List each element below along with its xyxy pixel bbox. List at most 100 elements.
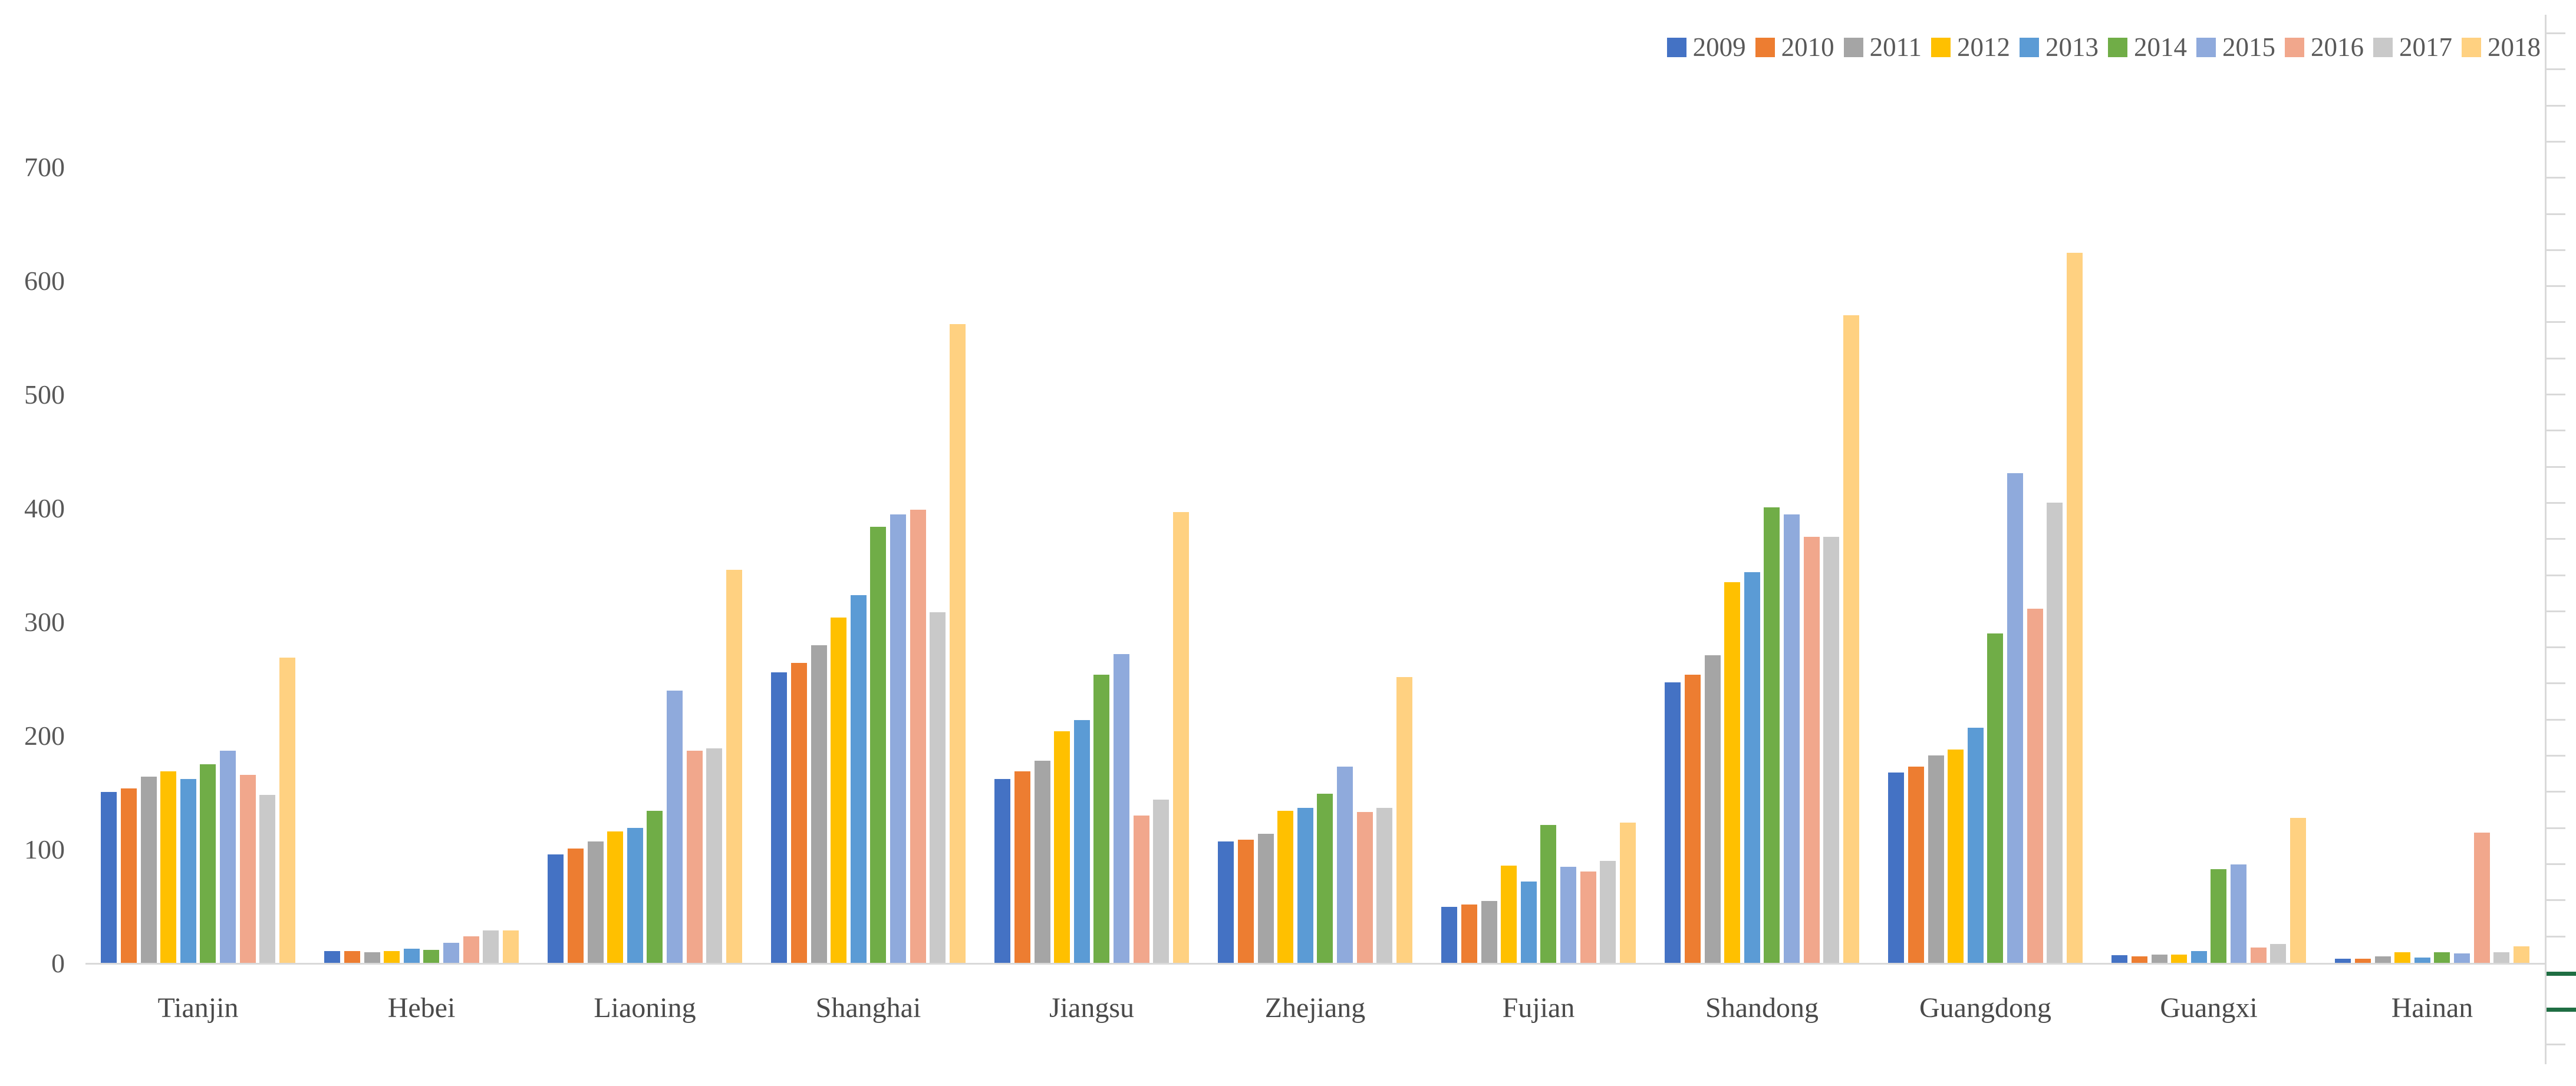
bar-2009-Hebei — [324, 950, 341, 963]
bar-2012-Tianjin — [160, 771, 177, 963]
bar-2018-Zhejiang — [1396, 676, 1412, 963]
legend-swatch-icon — [2462, 38, 2481, 57]
bar-2015-Guangxi — [2230, 864, 2246, 963]
bar-2012-Liaoning — [607, 831, 624, 963]
legend-label: 2017 — [2399, 32, 2452, 62]
bar-2017-Shanghai — [930, 612, 946, 963]
category-label-guangxi: Guangxi — [2160, 992, 2258, 1024]
category-label-shandong: Shandong — [1705, 992, 1819, 1024]
legend-item-2009: 2009 — [1666, 34, 1746, 61]
right-axis-tick — [2547, 827, 2565, 829]
legend-swatch-icon — [1666, 38, 1686, 57]
y-axis-tick-label: 300 — [24, 607, 65, 637]
bar-2010-Tianjin — [120, 788, 137, 963]
bar-2009-Liaoning — [548, 854, 564, 963]
y-axis-tick-label: 200 — [24, 721, 65, 751]
bar-2012-Guangxi — [2171, 954, 2188, 963]
bar-2014-Hebei — [423, 949, 440, 963]
bar-2016-Fujian — [1580, 871, 1596, 963]
category-label-fujian: Fujian — [1502, 992, 1575, 1024]
bar-2009-Jiangsu — [994, 779, 1011, 963]
right-axis-tick — [2547, 718, 2565, 721]
bar-2012-Guangdong — [1948, 750, 1964, 963]
bar-2009-Shandong — [1665, 682, 1681, 963]
bar-2012-Jiangsu — [1054, 731, 1070, 963]
bar-2018-Liaoning — [726, 570, 742, 963]
category-label-hebei: Hebei — [387, 992, 456, 1024]
bar-2014-Shanghai — [870, 526, 887, 963]
bar-2010-Jiangsu — [1014, 771, 1030, 963]
right-axis-tick — [2547, 863, 2565, 865]
right-axis-tick — [2547, 1044, 2565, 1046]
bar-2009-Zhejiang — [1218, 841, 1234, 963]
legend-swatch-icon — [1931, 38, 1951, 57]
bar-2017-Guangdong — [2047, 503, 2063, 963]
bar-2010-Shanghai — [790, 663, 807, 963]
bar-2010-Liaoning — [567, 849, 584, 963]
bar-2015-Zhejiang — [1336, 767, 1353, 963]
y-axis-tick-label: 700 — [24, 152, 65, 182]
bar-2012-Shandong — [1724, 582, 1741, 963]
right-axis-green-tick — [2547, 1008, 2576, 1012]
bar-2017-Hainan — [2493, 952, 2510, 963]
legend-swatch-icon — [2108, 38, 2127, 57]
right-axis-tick — [2547, 140, 2565, 143]
bar-2016-Jiangsu — [1133, 816, 1149, 963]
bar-2017-Tianjin — [259, 795, 276, 963]
bar-2018-Jiangsu — [1172, 511, 1189, 963]
bar-2010-Guangdong — [1908, 767, 1924, 963]
category-label-guangdong: Guangdong — [1919, 992, 2051, 1024]
bar-2018-Guangdong — [2066, 252, 2083, 963]
bar-2015-Shanghai — [890, 514, 906, 963]
right-axis-tick — [2547, 357, 2565, 359]
legend-swatch-icon — [2285, 38, 2304, 57]
y-axis-tick-label: 100 — [24, 834, 65, 864]
bar-2013-Liaoning — [627, 828, 643, 963]
bar-2018-Fujian — [1619, 822, 1636, 963]
right-axis-tick — [2547, 899, 2565, 902]
right-axis-tick — [2547, 755, 2565, 757]
bar-2018-Hebei — [502, 930, 519, 963]
legend-label: 2018 — [2488, 32, 2541, 62]
bar-2011-Guangdong — [1928, 755, 1944, 963]
right-axis-green-tick — [2547, 971, 2576, 976]
legend: 2009 2010 2011 2012 2013 2014 2015 2016 2017 2018 — [1666, 32, 2541, 62]
bar-2017-Shandong — [1823, 537, 1840, 963]
right-axis-tick — [2547, 177, 2565, 179]
bar-2009-Guangxi — [2111, 955, 2128, 963]
bar-2011-Tianjin — [140, 777, 157, 963]
legend-label: 2012 — [1957, 32, 2010, 62]
y-axis-tick-label: 500 — [24, 379, 65, 410]
bar-2018-Hainan — [2513, 946, 2529, 963]
bar-2010-Zhejiang — [1237, 839, 1254, 963]
right-axis-tick — [2547, 104, 2565, 107]
bar-2017-Hebei — [483, 930, 499, 963]
bar-2009-Fujian — [1441, 906, 1458, 963]
bar-2011-Fujian — [1481, 900, 1497, 963]
legend-swatch-icon — [1755, 38, 1775, 57]
bar-2018-Shanghai — [949, 324, 966, 963]
bar-2017-Liaoning — [706, 748, 723, 963]
bar-2015-Jiangsu — [1113, 654, 1129, 963]
category-label-zhejiang: Zhejiang — [1264, 992, 1366, 1024]
bar-2010-Fujian — [1461, 904, 1477, 963]
legend-swatch-icon — [2196, 38, 2216, 57]
bar-2011-Zhejiang — [1257, 833, 1274, 963]
bar-2011-Shanghai — [811, 645, 827, 963]
bar-2016-Shanghai — [910, 509, 926, 963]
category-label-jiangsu: Jiangsu — [1049, 992, 1134, 1024]
legend-label: 2015 — [2222, 32, 2275, 62]
legend-swatch-icon — [1843, 38, 1863, 57]
bar-2012-Zhejiang — [1277, 811, 1294, 963]
bar-2015-Hainan — [2453, 953, 2470, 963]
bar-2012-Hainan — [2394, 952, 2411, 963]
bar-2009-Hainan — [2335, 959, 2351, 963]
bar-2017-Fujian — [1600, 861, 1616, 963]
right-axis-tick — [2547, 682, 2565, 685]
bar-2015-Fujian — [1560, 866, 1576, 963]
y-axis-tick-label: 0 — [51, 948, 65, 978]
right-axis-tick — [2547, 321, 2565, 324]
bar-2016-Guangxi — [2250, 947, 2267, 963]
bar-2014-Jiangsu — [1093, 674, 1110, 963]
bar-2013-Guangxi — [2190, 950, 2207, 963]
